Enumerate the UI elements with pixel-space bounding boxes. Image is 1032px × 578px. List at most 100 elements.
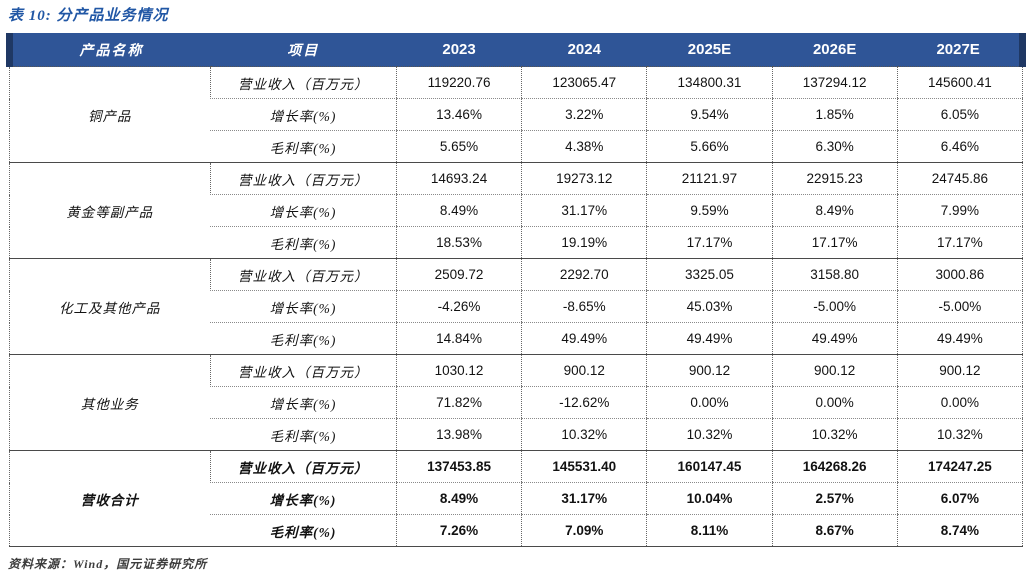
value-cell: 7.99% bbox=[896, 194, 1023, 227]
value-cell: 17.17% bbox=[771, 226, 898, 259]
value-cell: 13.46% bbox=[395, 98, 522, 131]
table-row: 毛利率(%) 7.26% 7.09% 8.11% 8.67% 8.74% bbox=[10, 514, 1023, 547]
value-cell: 18.53% bbox=[395, 226, 522, 259]
table-row: 毛利率(%) 5.65% 4.38% 5.66% 6.30% 6.46% bbox=[10, 130, 1023, 163]
table-body: 铜产品 营业收入（百万元） 119220.76 123065.47 134800.31 1… bbox=[9, 66, 1023, 547]
item-label-cell: 毛利率(%) bbox=[210, 514, 397, 547]
value-cell: 9.54% bbox=[646, 98, 773, 131]
item-label-cell: 营业收入（百万元） bbox=[209, 66, 397, 99]
value-cell: 6.46% bbox=[896, 130, 1023, 163]
value-cell: 900.12 bbox=[771, 354, 898, 387]
column-header-year: 2026E bbox=[772, 33, 898, 67]
item-label-cell: 营业收入（百万元） bbox=[209, 258, 397, 291]
value-cell: 49.49% bbox=[896, 322, 1023, 355]
value-cell: 0.00% bbox=[646, 386, 773, 419]
value-cell: 2509.72 bbox=[395, 258, 522, 291]
value-cell: 8.74% bbox=[896, 514, 1023, 547]
header-row: 产品名称 项目 2023 2024 2025E 2026E 2027E bbox=[6, 33, 1027, 67]
value-cell: 174247.25 bbox=[896, 450, 1023, 483]
item-label-cell: 营业收入（百万元） bbox=[209, 450, 397, 483]
value-cell: 900.12 bbox=[896, 354, 1023, 387]
value-cell: 7.09% bbox=[521, 514, 647, 547]
value-cell: 900.12 bbox=[646, 354, 773, 387]
value-cell: 3158.80 bbox=[771, 258, 898, 291]
value-cell: 164268.26 bbox=[771, 450, 898, 483]
column-header-product: 产品名称 bbox=[6, 33, 211, 67]
value-cell: 31.17% bbox=[521, 194, 647, 227]
value-cell: 137294.12 bbox=[771, 66, 898, 99]
value-cell: 24745.86 bbox=[896, 162, 1023, 195]
table-row: 增长率(%) 8.49% 31.17% 10.04% 2.57% 6.07% bbox=[10, 482, 1023, 515]
item-label-cell: 增长率(%) bbox=[210, 194, 397, 227]
value-cell: 119220.76 bbox=[395, 66, 522, 99]
table-row: 增长率(%) -4.26% -8.65% 45.03% -5.00% -5.00% bbox=[10, 290, 1023, 323]
table-row: 毛利率(%) 18.53% 19.19% 17.17% 17.17% 17.17% bbox=[10, 226, 1023, 259]
item-label-cell: 毛利率(%) bbox=[210, 130, 397, 163]
product-business-table: 产品名称 项目 2023 2024 2025E 2026E 2027E 铜产品 营业收入（百万… bbox=[6, 33, 1027, 547]
value-cell: 8.49% bbox=[395, 194, 522, 227]
column-header-year: 2025E bbox=[646, 33, 773, 67]
value-cell: 45.03% bbox=[646, 290, 773, 323]
item-label-cell: 营业收入（百万元） bbox=[209, 354, 397, 387]
value-cell: 8.67% bbox=[771, 514, 898, 547]
value-cell: 0.00% bbox=[771, 386, 898, 419]
value-cell: 14693.24 bbox=[395, 162, 522, 195]
value-cell: -12.62% bbox=[521, 386, 647, 419]
value-cell: 49.49% bbox=[646, 322, 773, 355]
value-cell: -8.65% bbox=[521, 290, 647, 323]
value-cell: 19273.12 bbox=[521, 162, 647, 195]
table-row: 增长率(%) 8.49% 31.17% 9.59% 8.49% 7.99% bbox=[10, 194, 1023, 227]
value-cell: 5.66% bbox=[646, 130, 773, 163]
column-header-year: 2024 bbox=[521, 33, 647, 67]
value-cell: 14.84% bbox=[395, 322, 522, 355]
value-cell: 0.00% bbox=[896, 386, 1023, 419]
source-note: 资料来源：Wind，国元证券研究所 bbox=[8, 557, 208, 571]
table-row: 增长率(%) 13.46% 3.22% 9.54% 1.85% 6.05% bbox=[10, 98, 1023, 131]
column-header-year: 2023 bbox=[396, 33, 522, 67]
table-title: 表 10: 分产品业务情况 bbox=[8, 8, 169, 24]
value-cell: 123065.47 bbox=[521, 66, 647, 99]
value-cell: 145600.41 bbox=[896, 66, 1023, 99]
value-cell: 3.22% bbox=[521, 98, 647, 131]
value-cell: 49.49% bbox=[771, 322, 898, 355]
value-cell: 17.17% bbox=[646, 226, 773, 259]
value-cell: 134800.31 bbox=[646, 66, 773, 99]
value-cell: 1030.12 bbox=[395, 354, 522, 387]
column-header-item: 项目 bbox=[210, 33, 397, 67]
column-header-year: 2027E bbox=[897, 33, 1027, 67]
value-cell: 13.98% bbox=[395, 418, 522, 451]
value-cell: 71.82% bbox=[395, 386, 522, 419]
value-cell: -4.26% bbox=[395, 290, 522, 323]
value-cell: 10.32% bbox=[896, 418, 1023, 451]
table-row: 黄金等副产品 营业收入（百万元） 14693.24 19273.12 21121.97 2… bbox=[9, 162, 1023, 259]
value-cell: 10.32% bbox=[521, 418, 647, 451]
product-name-cell: 铜产品 bbox=[9, 66, 211, 163]
item-label-cell: 营业收入（百万元） bbox=[209, 162, 397, 195]
value-cell: 21121.97 bbox=[646, 162, 773, 195]
value-cell: 1.85% bbox=[771, 98, 898, 131]
table-row: 营收合计 营业收入（百万元） 137453.85 145531.40 160147.45… bbox=[9, 450, 1023, 547]
product-name-cell: 营收合计 bbox=[9, 450, 211, 547]
table-header: 产品名称 项目 2023 2024 2025E 2026E 2027E bbox=[6, 33, 1027, 67]
value-cell: 22915.23 bbox=[771, 162, 898, 195]
table-row: 化工及其他产品 营业收入（百万元） 2509.72 2292.70 3325.05 315… bbox=[9, 258, 1023, 355]
value-cell: 6.05% bbox=[896, 98, 1023, 131]
value-cell: 8.49% bbox=[771, 194, 898, 227]
value-cell: -5.00% bbox=[771, 290, 898, 323]
value-cell: 6.07% bbox=[896, 482, 1023, 515]
value-cell: 19.19% bbox=[521, 226, 647, 259]
value-cell: 9.59% bbox=[646, 194, 773, 227]
value-cell: 137453.85 bbox=[395, 450, 522, 483]
value-cell: -5.00% bbox=[896, 290, 1023, 323]
value-cell: 10.04% bbox=[646, 482, 773, 515]
item-label-cell: 毛利率(%) bbox=[210, 322, 397, 355]
value-cell: 17.17% bbox=[896, 226, 1023, 259]
item-label-cell: 增长率(%) bbox=[210, 482, 397, 515]
value-cell: 10.32% bbox=[646, 418, 773, 451]
table-row: 其他业务 营业收入（百万元） 1030.12 900.12 900.12 900.12 90… bbox=[9, 354, 1023, 451]
value-cell: 6.30% bbox=[771, 130, 898, 163]
value-cell: 8.49% bbox=[395, 482, 522, 515]
value-cell: 49.49% bbox=[521, 322, 647, 355]
item-label-cell: 毛利率(%) bbox=[210, 418, 397, 451]
value-cell: 3000.86 bbox=[896, 258, 1023, 291]
